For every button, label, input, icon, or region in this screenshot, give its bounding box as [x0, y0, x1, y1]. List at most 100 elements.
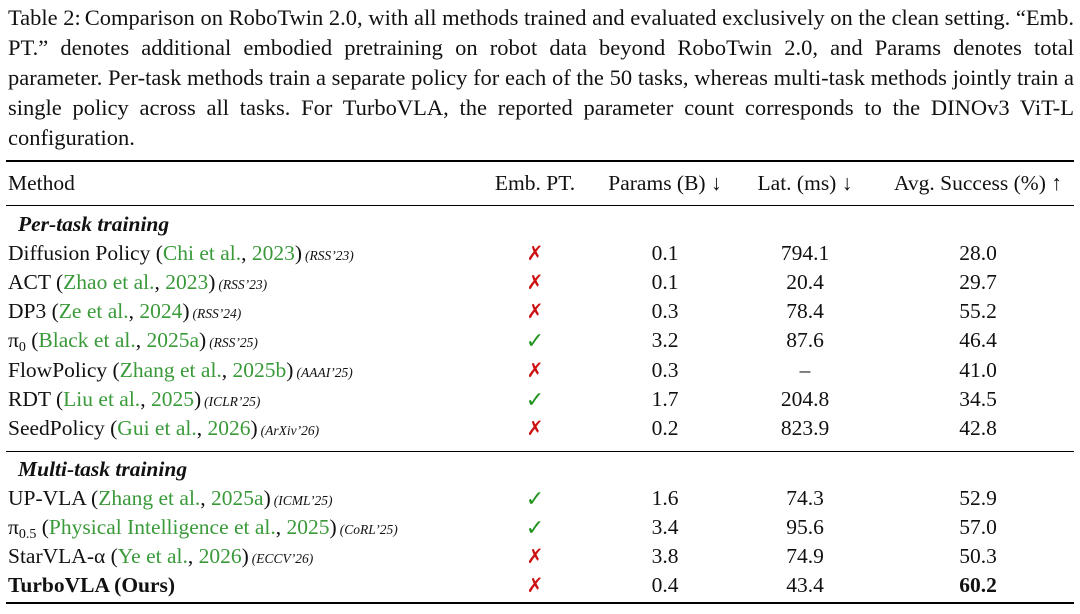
latency-cell: 78.4: [786, 299, 824, 324]
cite-close: ): [193, 386, 202, 411]
venue-label: (ECCV’26): [251, 551, 314, 567]
citation-year-link[interactable]: 2025b: [232, 357, 287, 382]
venue-label: (AAAI’25): [296, 364, 353, 380]
latency-cell: 20.4: [786, 270, 824, 295]
header-params: Params (B) ↓: [608, 171, 722, 195]
citation-year-link[interactable]: 2026: [198, 544, 242, 569]
citation-author-link[interactable]: Zhang et al.: [119, 357, 222, 382]
citation-year-link[interactable]: 2024: [139, 299, 183, 324]
table-caption: Table 2: Comparison on RoboTwin 2.0, with…: [8, 3, 1074, 153]
citation-author-link[interactable]: Gui et al.: [117, 415, 197, 440]
header-row: Method Emb. PT. Params (B) ↓ Lat. (ms) ↓…: [0, 169, 1080, 198]
avg-success-cell: 60.2: [959, 573, 997, 598]
venue-label: (ArXiv’26): [260, 422, 320, 438]
citation-author-link[interactable]: Black et al.: [38, 328, 136, 353]
citation-author-link[interactable]: Chi et al.: [162, 241, 242, 266]
method-cell: DP3 (Ze et al., 2024) (RSS’24): [8, 297, 241, 329]
table-row: StarVLA-α (Ye et al., 2026) (ECCV’26) ✗ 3.8…: [0, 542, 1080, 571]
cross-icon: ✗: [526, 243, 544, 266]
header-lat: Lat. (ms) ↓: [757, 171, 853, 195]
table-row: ACT (Zhao et al., 2023) (RSS’23) ✗ 0.1 20.4 2…: [0, 268, 1080, 297]
avg-success-cell: 50.3: [959, 544, 997, 569]
avg-success-cell: 41.0: [959, 357, 997, 382]
emb-pt-cell: ✓: [492, 326, 578, 356]
emb-pt-cell: ✗: [492, 356, 578, 386]
section-label: Per-task training: [18, 212, 170, 236]
cite-sep: ,: [221, 357, 233, 382]
cite-close: ): [294, 241, 303, 266]
avg-success-cell: 29.7: [959, 270, 997, 295]
cite-open: (: [155, 241, 163, 266]
citation-author-link[interactable]: Ze et al.: [58, 299, 129, 324]
citation-year-link[interactable]: 2025: [150, 386, 194, 411]
citation-year-link[interactable]: 2023: [251, 241, 295, 266]
check-icon: ✓: [525, 328, 545, 354]
citation-year-link[interactable]: 2026: [207, 415, 251, 440]
cite-sep: ,: [187, 544, 199, 569]
method-name: UP-VLA: [8, 486, 86, 511]
cite-sep: ,: [140, 386, 151, 411]
method-cell: Diffusion Policy (Chi et al., 2023) (RSS’…: [8, 239, 354, 271]
latency-cell: 823.9: [780, 415, 830, 440]
params-cell: 3.4: [651, 515, 679, 540]
method-cell: FlowPolicy (Zhang et al., 2025b) (AAAI’25…: [8, 356, 353, 388]
params-cell: 0.3: [651, 299, 679, 324]
citation-author-link[interactable]: Liu et al.: [63, 386, 141, 411]
cite-sep: ,: [154, 270, 166, 295]
latency-cell: 204.8: [780, 386, 830, 411]
cite-open: (: [110, 415, 118, 440]
header-avg: Avg. Success (%) ↑: [894, 171, 1062, 195]
method-name: SeedPolicy: [8, 415, 105, 440]
citation-year-link[interactable]: 2025a: [211, 486, 264, 511]
latency-cell: 95.6: [786, 515, 824, 540]
citation-author-link[interactable]: Ye et al.: [117, 544, 188, 569]
check-icon: ✓: [525, 386, 545, 412]
method-name: Diffusion Policy: [8, 241, 151, 266]
params-cell: 1.7: [651, 386, 679, 411]
emb-pt-cell: ✓: [492, 484, 578, 514]
table-row: Diffusion Policy (Chi et al., 2023) (RSS’…: [0, 239, 1080, 268]
cross-icon: ✗: [526, 359, 544, 382]
params-cell: 3.2: [651, 328, 679, 353]
cross-icon: ✗: [526, 546, 544, 569]
method-cell: RDT (Liu et al., 2025) (ICLR’25): [8, 385, 260, 417]
cross-icon: ✗: [526, 575, 544, 598]
params-cell: 0.2: [651, 415, 679, 440]
cite-sep: ,: [196, 415, 208, 440]
header-rule: [6, 205, 1074, 206]
method-subscript: 0.5: [18, 527, 37, 543]
citation-author-link[interactable]: Zhang et al.: [98, 486, 201, 511]
table-row: RDT (Liu et al., 2025) (ICLR’25) ✓ 1.7 204.8…: [0, 385, 1080, 414]
method-cell: TurboVLA (Ours): [8, 571, 178, 603]
method-cell: ACT (Zhao et al., 2023) (RSS’23): [8, 268, 267, 300]
venue-label: (ICLR’25): [204, 393, 261, 409]
method-name: TurboVLA (Ours): [8, 573, 176, 598]
table-row: FlowPolicy (Zhang et al., 2025b) (AAAI’25…: [0, 356, 1080, 385]
latency-cell: 74.3: [786, 486, 824, 511]
table-row: DP3 (Ze et al., 2024) (RSS’24) ✗ 0.3 78.4 55.…: [0, 297, 1080, 326]
avg-success-cell: 55.2: [959, 299, 997, 324]
params-cell: 0.1: [651, 270, 679, 295]
citation-year-link[interactable]: 2023: [165, 270, 209, 295]
method-name: DP3: [8, 299, 47, 324]
venue-label: (RSS’25): [209, 335, 258, 351]
caption-label: Table 2:: [8, 5, 81, 30]
cite-close: ): [329, 515, 337, 540]
params-cell: 0.3: [651, 357, 679, 382]
citation-year-link[interactable]: 2025: [286, 515, 330, 540]
citation-author-link[interactable]: Physical Intelligence et al.: [48, 515, 276, 540]
emb-pt-cell: ✓: [492, 513, 578, 543]
latency-cell: 87.6: [786, 328, 824, 353]
citation-year-link[interactable]: 2025a: [146, 328, 200, 353]
cite-close: ): [263, 486, 271, 511]
section-label: Multi-task training: [18, 457, 188, 481]
table-row: π0 (Black et al., 2025a) (RSS’25) ✓ 3.2 87.6…: [0, 326, 1080, 355]
citation-author-link[interactable]: Zhao et al.: [63, 270, 155, 295]
cite-open: (: [51, 299, 59, 324]
header-emb: Emb. PT.: [494, 171, 576, 195]
cross-icon: ✗: [526, 417, 544, 440]
cite-close: ): [241, 544, 249, 569]
cite-open: (: [41, 515, 49, 540]
method-cell: SeedPolicy (Gui et al., 2026) (ArXiv’26): [8, 414, 319, 446]
venue-label: (RSS’24): [192, 306, 242, 322]
